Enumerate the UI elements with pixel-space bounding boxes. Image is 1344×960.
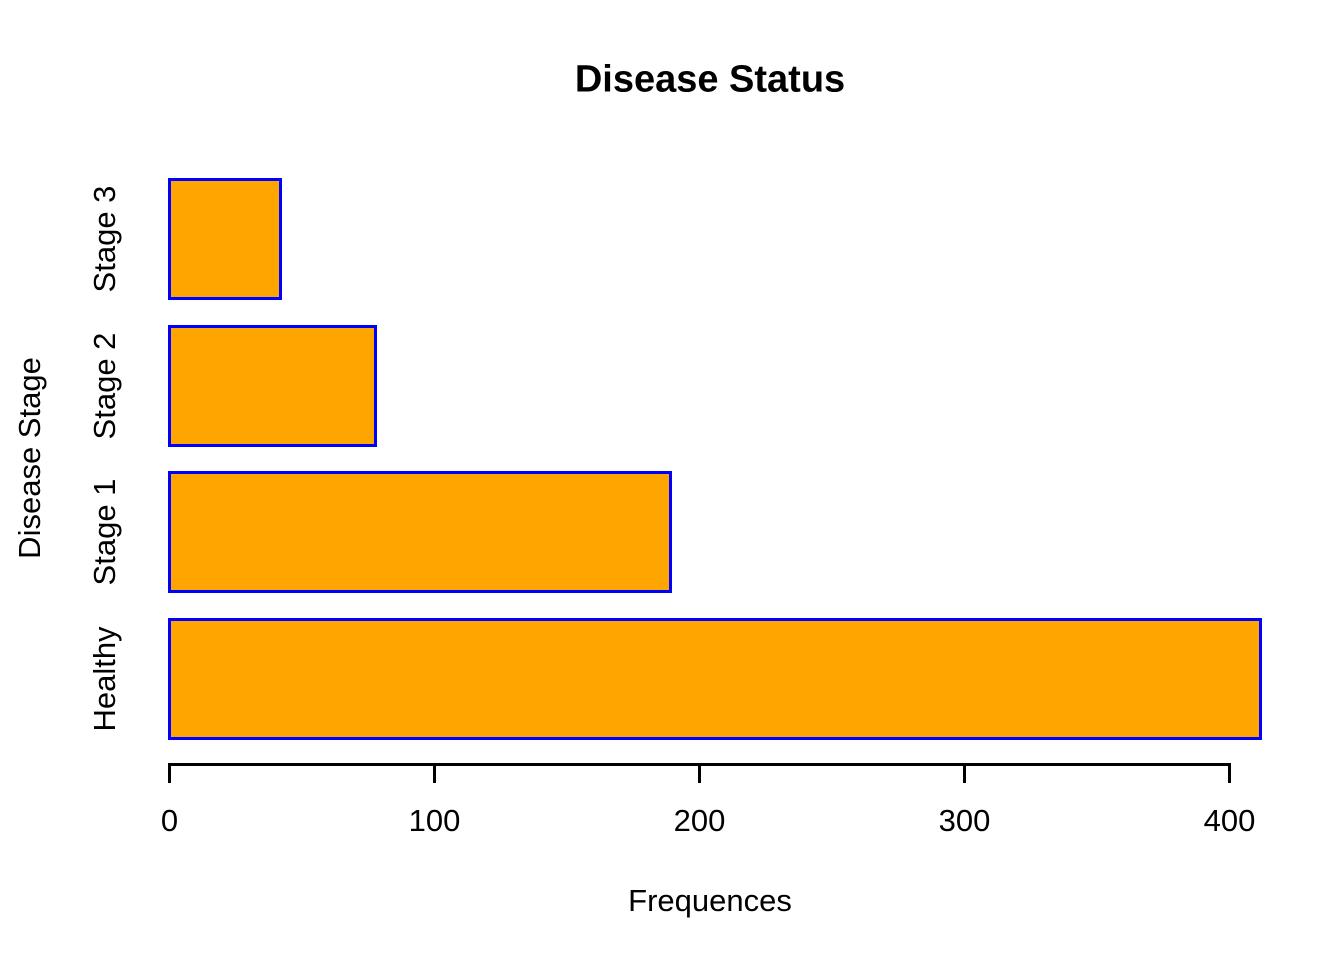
y-axis-title: Disease Stage (12, 357, 47, 559)
category-label: Stage 1 (87, 478, 122, 586)
bar-stage-1 (168, 471, 672, 593)
x-tick-label: 300 (938, 803, 991, 838)
bar-stage-3 (168, 178, 282, 300)
category-label: Healthy (87, 625, 122, 732)
x-tick (433, 763, 436, 783)
chart-title: Disease Status (574, 58, 846, 101)
x-tick (963, 763, 966, 783)
x-tick-label: 400 (1203, 803, 1256, 838)
bar-stage-2 (168, 324, 378, 447)
x-tick (698, 763, 701, 783)
category-label: Stage 2 (87, 332, 122, 439)
x-tick-label: 100 (408, 803, 461, 838)
x-tick-label: 0 (160, 803, 179, 838)
x-tick (168, 763, 171, 783)
x-tick-label: 200 (673, 803, 726, 838)
x-tick (1228, 763, 1231, 783)
category-label: Stage 3 (87, 185, 122, 293)
bar-healthy (168, 617, 1263, 740)
x-axis-title: Frequences (628, 883, 792, 918)
